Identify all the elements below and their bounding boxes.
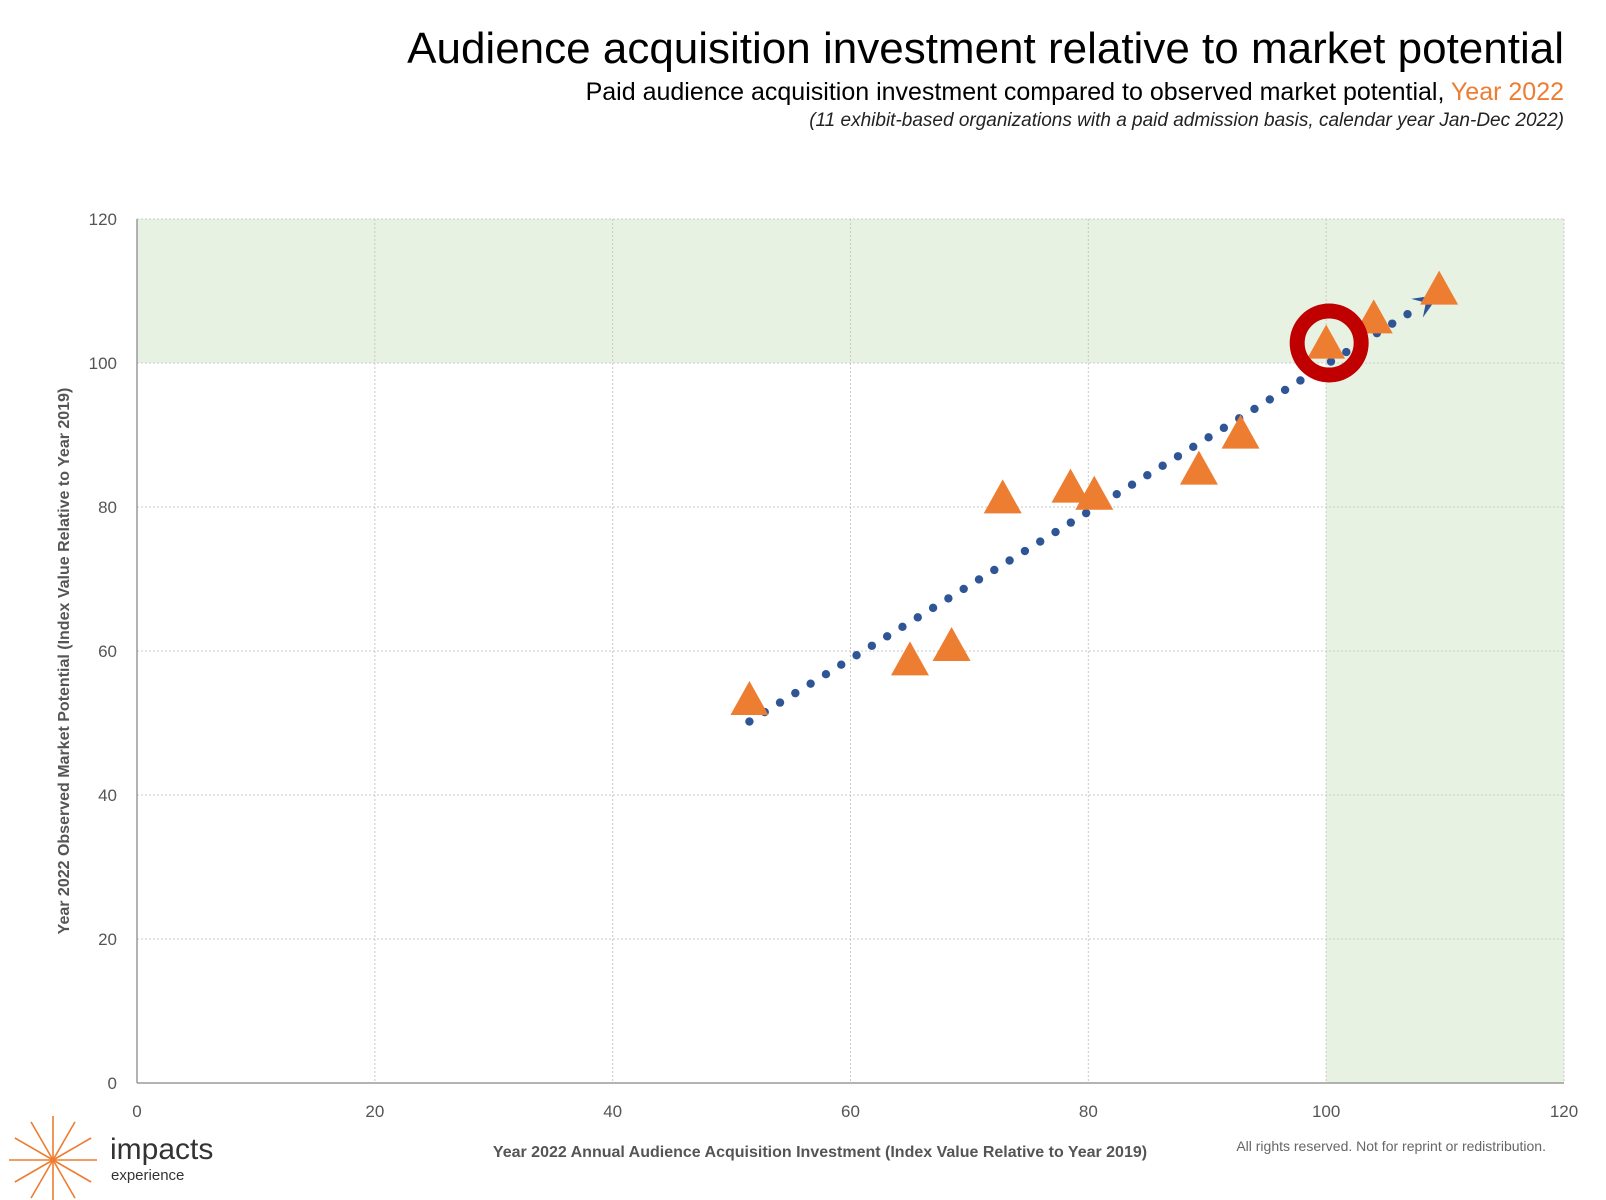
logo-word: impacts <box>110 1133 213 1166</box>
trendline-dot <box>913 613 922 622</box>
data-point-3 <box>983 479 1022 514</box>
y-tick-label: 0 <box>108 1074 117 1093</box>
y-tick-label: 60 <box>98 642 117 661</box>
data-point-6 <box>1179 450 1218 485</box>
logo-ray <box>14 1137 54 1161</box>
trendline-dot <box>1204 433 1213 442</box>
trendline-dot <box>898 622 907 632</box>
trendline-dot <box>821 669 831 679</box>
impacts-logo <box>9 1116 97 1200</box>
data-point-1 <box>890 641 929 676</box>
trendline-dot <box>1388 319 1397 328</box>
trendline-dot <box>1081 508 1091 518</box>
logo-ray <box>52 1137 92 1161</box>
trendline-dot <box>1173 452 1183 461</box>
logo-subtext: experience <box>111 1167 184 1184</box>
trendline-dot <box>1296 376 1305 385</box>
trendline-dot <box>1326 357 1336 366</box>
chart-note: (11 exhibit-based organizations with a p… <box>809 110 1564 131</box>
y-tick-label: 80 <box>98 498 117 517</box>
chart-title: Audience acquisition investment relative… <box>407 24 1564 73</box>
logo-ray <box>14 1159 54 1183</box>
trendline-dot <box>1036 537 1045 546</box>
data-point-8 <box>1307 324 1346 359</box>
trendline-dot <box>837 660 846 669</box>
logo-ray <box>52 1159 76 1199</box>
trendline-dot <box>867 641 877 650</box>
trendline-dot <box>1250 404 1259 414</box>
data-point-2 <box>932 627 971 661</box>
trendline-dot <box>1219 423 1229 433</box>
data-point-7 <box>1221 414 1260 449</box>
trendline-dot <box>1112 489 1121 499</box>
trendline-dot <box>775 698 785 707</box>
trendline-dot <box>1143 471 1152 480</box>
rights-notice: All rights reserved. Not for reprint or … <box>1236 1138 1546 1154</box>
x-tick-label: 120 <box>1550 1102 1578 1121</box>
trendline-dot <box>806 679 815 688</box>
y-tick-label: 20 <box>98 930 117 949</box>
x-tick-label: 60 <box>841 1102 860 1121</box>
x-tick-label: 100 <box>1312 1102 1340 1121</box>
trendline-dot <box>1265 395 1274 404</box>
highlight-ring <box>1289 303 1369 383</box>
logo-ray <box>52 1121 76 1161</box>
trendline-dot <box>1342 347 1351 357</box>
trendline-dot <box>1020 546 1030 556</box>
x-axis-title: Year 2022 Annual Audience Acquisition In… <box>493 1144 1147 1161</box>
trendline-dot <box>1066 518 1076 527</box>
trendline-dot <box>791 688 800 698</box>
trendline-dot <box>882 632 892 641</box>
data-point-0 <box>730 681 769 715</box>
trendline-dot <box>990 565 999 575</box>
logo-ray <box>30 1121 54 1161</box>
chart-subtitle: Paid audience acquisition investment com… <box>586 78 1564 107</box>
trendline-dot <box>1127 480 1137 489</box>
logo-ray <box>30 1159 54 1199</box>
trendline-dot <box>745 717 754 726</box>
subtitle-year: Year 2022 <box>1450 78 1564 106</box>
subtitle-text: Paid audience acquisition investment com… <box>585 78 1445 106</box>
trendline-dot <box>944 594 953 603</box>
y-axis-title: Year 2022 Observed Market Potential (Ind… <box>56 388 73 935</box>
x-tick-label: 0 <box>132 1102 141 1121</box>
trendline-dot <box>1051 527 1060 537</box>
data-point-4 <box>1051 468 1090 503</box>
data-point-5 <box>1075 475 1114 510</box>
trendline-dot <box>1158 461 1167 470</box>
trendline-dot <box>1280 385 1290 395</box>
y-tick-label: 100 <box>89 354 117 373</box>
trendline-dot <box>1403 309 1412 319</box>
x-tick-label: 80 <box>1079 1102 1098 1121</box>
trendline-dot <box>959 584 968 594</box>
y-tick-label: 40 <box>98 786 117 805</box>
trendline-dot <box>928 603 938 613</box>
logo-ray <box>52 1159 92 1183</box>
data-point-10 <box>1420 270 1459 305</box>
trendline-dot <box>1189 442 1198 452</box>
trendline-dot <box>974 575 984 584</box>
x-tick-label: 40 <box>603 1102 622 1121</box>
x-tick-label: 20 <box>365 1102 384 1121</box>
y-tick-label: 120 <box>89 210 117 229</box>
trendline-dot <box>852 651 861 660</box>
trendline-dot <box>1005 556 1014 565</box>
